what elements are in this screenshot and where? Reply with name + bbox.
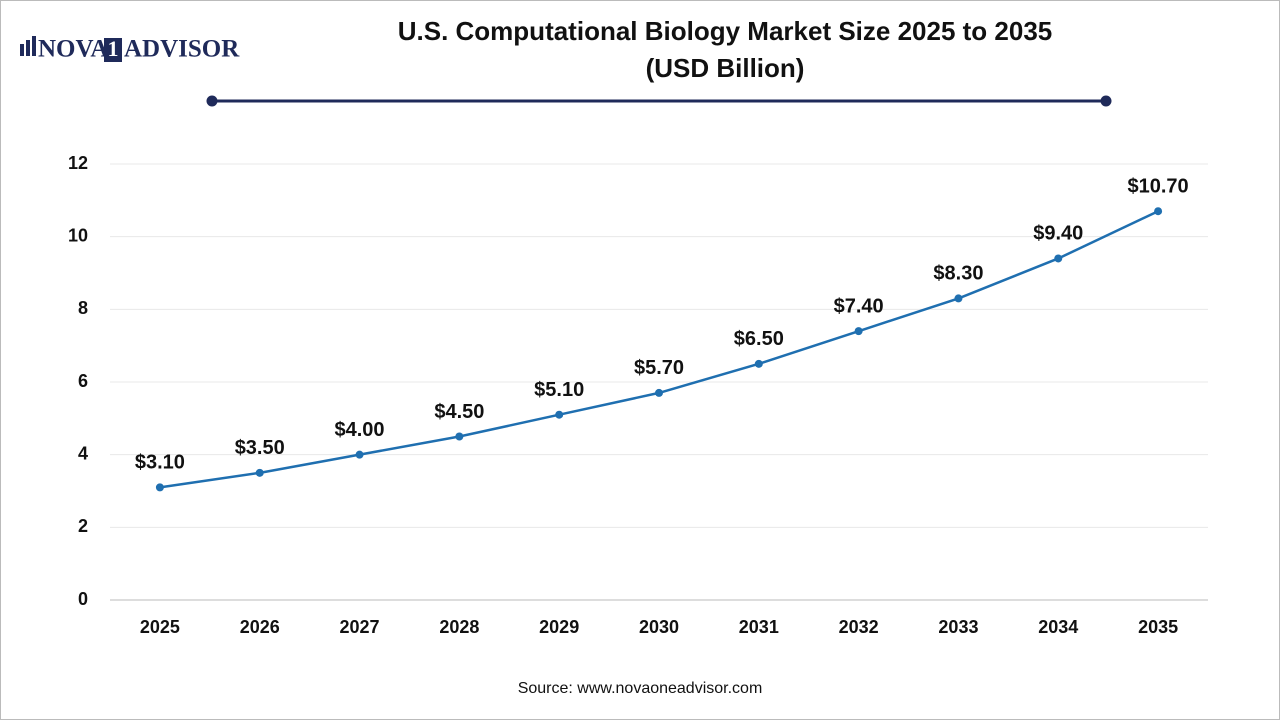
x-tick-label: 2029 xyxy=(539,617,579,637)
point xyxy=(455,432,464,441)
logo-text: ADVISOR xyxy=(124,36,240,63)
value-label: $7.40 xyxy=(834,295,884,317)
point xyxy=(355,450,364,459)
chart-title: U.S. Computational Biology Market Size 2… xyxy=(398,16,1053,46)
x-tick-label: 2026 xyxy=(240,617,280,637)
value-label: $6.50 xyxy=(734,328,784,350)
y-tick-label: 0 xyxy=(78,589,88,609)
x-tick-label: 2035 xyxy=(1138,617,1178,637)
y-tick-label: 8 xyxy=(78,298,88,318)
logo-bar xyxy=(32,36,36,56)
value-label: $5.10 xyxy=(534,379,584,401)
logo-box xyxy=(104,38,122,62)
point xyxy=(954,294,963,303)
value-label: $3.10 xyxy=(135,452,185,474)
logo: NOVA 1 ADVISOR xyxy=(20,36,240,63)
value-label: $4.00 xyxy=(335,419,385,441)
y-tick-label: 4 xyxy=(78,443,88,463)
logo-text: NOVA xyxy=(38,36,108,63)
x-tick-label: 2033 xyxy=(938,617,978,637)
point xyxy=(1054,254,1063,263)
y-tick-label: 10 xyxy=(68,225,88,245)
point xyxy=(854,327,863,336)
point xyxy=(754,359,763,368)
x-tick-label: 2032 xyxy=(839,617,879,637)
rule-end xyxy=(206,95,218,107)
x-tick-label: 2027 xyxy=(340,617,380,637)
x-tick-label: 2031 xyxy=(739,617,779,637)
x-tick-label: 2034 xyxy=(1038,617,1078,637)
rule-end xyxy=(1100,95,1112,107)
point xyxy=(655,388,663,397)
value-label: $8.30 xyxy=(933,263,983,285)
chart-subtitle: (USD Billion) xyxy=(646,53,805,83)
value-label: $9.40 xyxy=(1033,223,1083,245)
point xyxy=(555,410,564,419)
logo-text: 1 xyxy=(108,36,119,61)
point xyxy=(155,483,164,492)
x-tick-label: 2030 xyxy=(639,617,679,637)
y-tick-label: 6 xyxy=(78,371,88,391)
y-tick-label: 12 xyxy=(68,153,88,173)
point xyxy=(255,468,264,477)
logo-bar xyxy=(26,40,30,56)
y-tick-label: 2 xyxy=(78,516,88,536)
point xyxy=(1154,207,1163,216)
value-label: $5.70 xyxy=(634,357,684,379)
source: Source: www.novaoneadvisor.com xyxy=(518,680,763,697)
x-tick-label: 2025 xyxy=(140,617,180,637)
value-label: $10.70 xyxy=(1128,176,1189,198)
logo-bar xyxy=(20,44,24,56)
value-label: $4.50 xyxy=(434,401,484,423)
value-label: $3.50 xyxy=(235,437,285,459)
x-tick-label: 2028 xyxy=(439,617,479,637)
